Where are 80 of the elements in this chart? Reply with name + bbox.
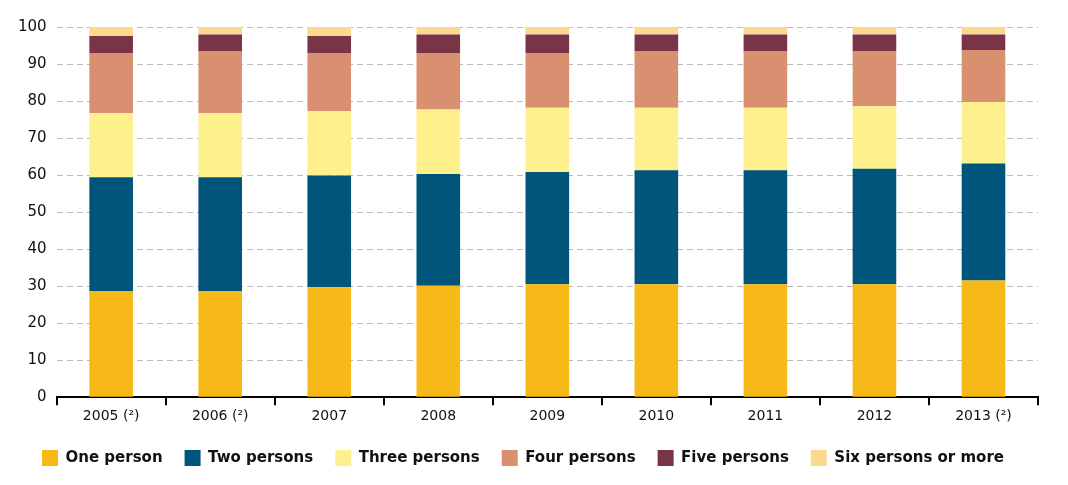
bar xyxy=(743,284,788,397)
bar xyxy=(89,290,133,397)
bar xyxy=(961,27,1006,35)
legend-label: Two persons xyxy=(208,447,314,466)
bar xyxy=(525,52,570,108)
y-tick-label: 70 xyxy=(27,127,47,146)
bar xyxy=(89,112,133,178)
bar xyxy=(198,177,242,291)
x-tick-label: 2008 xyxy=(420,407,457,424)
bar xyxy=(416,27,461,35)
y-tick-label: 90 xyxy=(27,53,47,72)
y-tick-label: 50 xyxy=(27,201,47,220)
x-tick-label: 2011 xyxy=(747,407,784,424)
x-tick-label: 2005 (²) xyxy=(82,407,140,424)
bar xyxy=(525,107,570,173)
bar xyxy=(852,284,897,397)
bar xyxy=(89,52,133,113)
bar xyxy=(743,170,788,285)
bar xyxy=(634,284,679,397)
bar xyxy=(852,106,897,169)
bar xyxy=(525,27,570,35)
bar xyxy=(961,280,1006,397)
bar xyxy=(307,52,352,112)
bar xyxy=(89,177,133,291)
bar xyxy=(198,112,242,178)
legend-label: Three persons xyxy=(358,447,480,466)
bar xyxy=(416,285,461,397)
x-tick-label: 2007 xyxy=(311,407,348,424)
bar xyxy=(961,34,1006,50)
y-tick-label: 40 xyxy=(27,239,47,258)
y-tick-label: 100 xyxy=(17,16,47,35)
y-tick-label: 30 xyxy=(27,276,47,295)
y-tick-label: 10 xyxy=(27,350,47,369)
legend-label: Six persons or more xyxy=(834,447,1004,466)
bar xyxy=(307,287,352,397)
bar xyxy=(961,102,1006,164)
bar xyxy=(743,107,788,171)
bar xyxy=(743,34,788,52)
bar xyxy=(307,35,352,53)
y-tick-label: 20 xyxy=(27,313,47,332)
bar xyxy=(89,35,133,53)
y-tick-label: 80 xyxy=(27,90,47,109)
bar xyxy=(307,27,352,36)
bar xyxy=(198,34,242,52)
bar xyxy=(634,34,679,52)
x-tick-label: 2009 xyxy=(529,407,566,424)
x-tick-label: 2012 xyxy=(856,407,893,424)
bar xyxy=(89,27,133,36)
bar xyxy=(852,51,897,107)
bar xyxy=(852,168,897,285)
legend-label: Four persons xyxy=(525,447,636,466)
y-tick-label: 0 xyxy=(37,387,47,406)
bar xyxy=(634,27,679,35)
bar xyxy=(416,34,461,53)
legend-label: One person xyxy=(65,447,163,466)
x-tick-label: 2006 (²) xyxy=(191,407,249,424)
bar xyxy=(416,173,461,286)
bar xyxy=(525,172,570,285)
x-tick-label: 2010 xyxy=(638,407,675,424)
bar xyxy=(198,27,242,35)
bar xyxy=(307,111,352,176)
bar xyxy=(416,52,461,110)
legend-label: Five persons xyxy=(681,447,789,466)
bar xyxy=(634,51,679,108)
bar xyxy=(634,170,679,285)
bar xyxy=(852,27,897,35)
x-tick-label: 2013 (²) xyxy=(955,407,1012,424)
bar xyxy=(634,107,679,171)
bar xyxy=(525,284,570,397)
bar xyxy=(961,163,1006,281)
y-tick-label: 60 xyxy=(27,164,47,183)
bar xyxy=(307,175,352,288)
bar xyxy=(198,290,242,397)
bar xyxy=(852,34,897,52)
bar xyxy=(743,51,788,108)
bar xyxy=(198,51,242,113)
bar xyxy=(961,49,1006,103)
bar xyxy=(743,27,788,35)
bar xyxy=(525,34,570,53)
bar xyxy=(416,109,461,174)
